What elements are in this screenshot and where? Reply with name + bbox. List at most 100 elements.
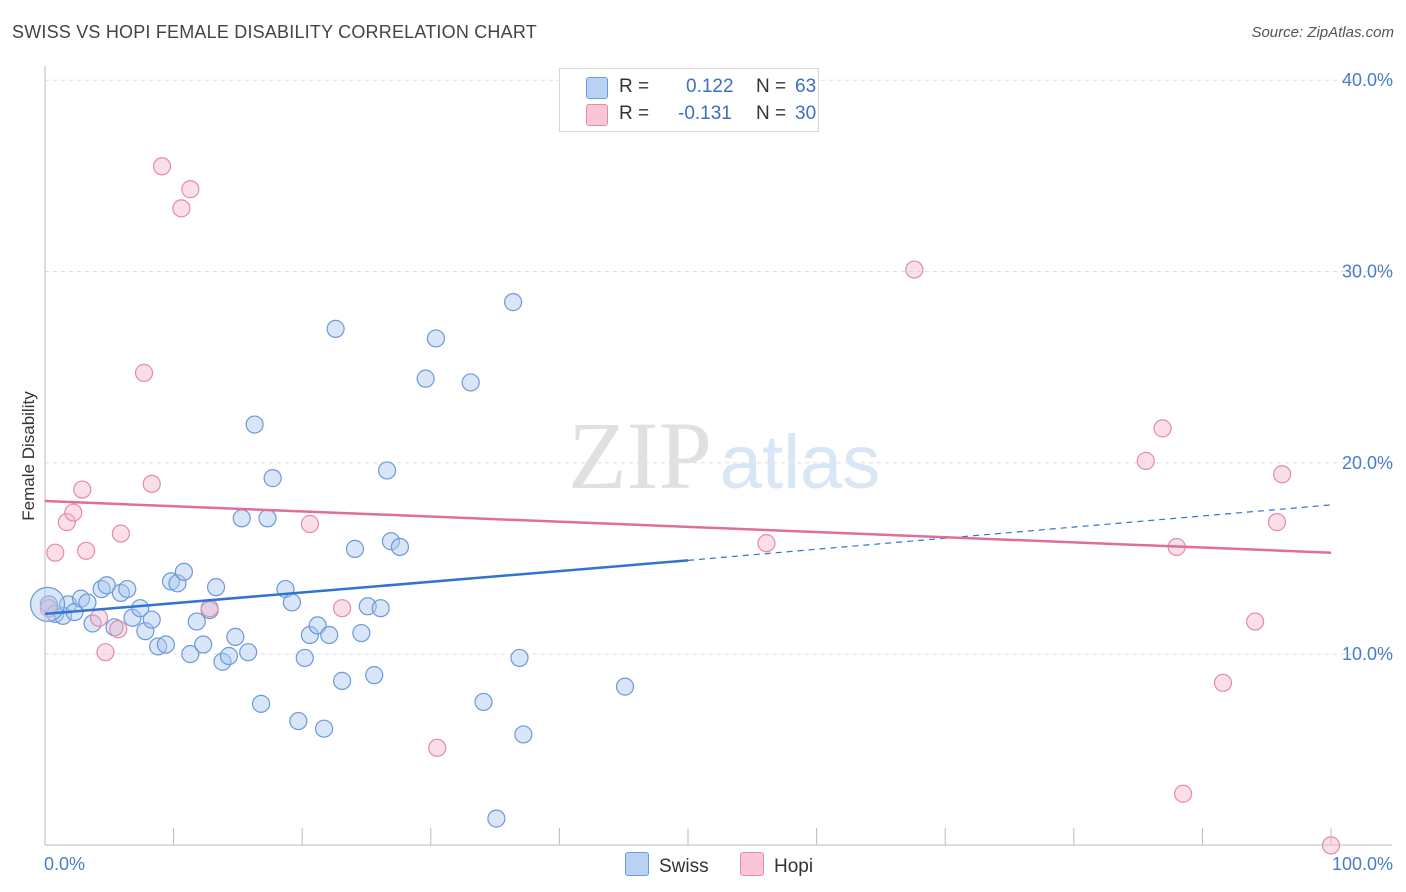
hopi-point	[96, 643, 115, 662]
hopi-swatch	[740, 852, 764, 876]
swiss-point	[142, 610, 161, 629]
trend-lines	[44, 499, 1332, 616]
data-points	[29, 157, 1341, 855]
swiss-point	[371, 599, 390, 618]
legend-n-value: 63	[795, 76, 817, 97]
legend-hopi-label: Hopi	[774, 856, 814, 877]
hopi-trend-line	[44, 499, 1332, 554]
legend-swatch-swiss	[586, 77, 608, 99]
hopi-point	[152, 157, 172, 176]
swiss-trend-line	[44, 559, 689, 616]
swiss-point	[390, 537, 410, 557]
hopi-point	[1153, 419, 1172, 438]
swiss-point-large	[29, 586, 66, 622]
swiss-point	[245, 415, 264, 434]
legend-r-label: R =	[619, 103, 655, 124]
hopi-point	[1246, 612, 1265, 631]
legend-n-value: 30	[795, 103, 817, 124]
swiss-point	[206, 578, 226, 597]
watermark: ZIP atlas	[568, 402, 880, 509]
swiss-point	[377, 461, 397, 480]
swiss-point	[131, 599, 150, 618]
swiss-point	[461, 373, 480, 392]
swiss-point	[416, 369, 435, 388]
hopi-point	[1267, 513, 1287, 532]
swiss-point	[258, 509, 277, 528]
hopi-point	[1136, 451, 1155, 470]
hopi-point	[111, 524, 130, 543]
legend-swatch-hopi	[586, 104, 608, 126]
chart-title: SWISS VS HOPI FEMALE DISABILITY CORRELAT…	[12, 22, 537, 42]
swiss-point	[365, 666, 384, 685]
swiss-swatch	[625, 852, 649, 876]
swiss-point	[181, 644, 200, 664]
hopi-point	[64, 503, 83, 522]
hopi-point	[89, 608, 109, 627]
source-label: Source: ZipAtlas.com	[1251, 24, 1394, 41]
hopi-point	[181, 180, 200, 199]
swiss-trend-extension	[687, 504, 1332, 561]
axes	[44, 66, 1392, 846]
hopi-point	[77, 541, 96, 560]
hopi-point	[428, 738, 447, 757]
swiss-point	[295, 648, 314, 668]
swiss-point	[352, 623, 371, 643]
y-tick-label: 10.0%	[1342, 644, 1393, 664]
legend-n-label: N =	[756, 103, 792, 124]
hopi-point	[1273, 465, 1292, 484]
hopi-point	[332, 599, 352, 618]
hopi-point	[73, 480, 92, 499]
hopi-point	[300, 514, 320, 534]
legend-item-hopi[interactable]: Hopi	[740, 852, 813, 878]
hopi-point	[200, 599, 219, 618]
x-tick-label: 0.0%	[44, 854, 85, 874]
swiss-point	[251, 694, 271, 713]
swiss-point	[97, 576, 116, 595]
swiss-point	[226, 627, 245, 646]
swiss-point	[174, 562, 193, 581]
watermark-zip: ZIP	[568, 402, 712, 509]
swiss-point	[314, 719, 334, 738]
legend-item-swiss[interactable]: Swiss	[625, 852, 709, 878]
swiss-point	[123, 608, 142, 627]
stats-legend: R = 0.122 N = 63 R = -0.131 N = 30	[559, 68, 819, 132]
swiss-point	[487, 809, 506, 828]
hopi-point	[1321, 836, 1341, 855]
legend-r-label: R =	[619, 76, 655, 97]
swiss-point	[219, 646, 238, 666]
swiss-point	[332, 671, 352, 690]
swiss-point	[474, 692, 493, 712]
hopi-point	[172, 199, 191, 218]
swiss-point	[426, 329, 446, 348]
legend-r-value: -0.131	[678, 103, 732, 124]
swiss-point	[320, 625, 339, 645]
swiss-point	[187, 612, 206, 631]
tick-labels: 10.0% 20.0% 30.0% 40.0% 0.0% 100.0%	[44, 70, 1393, 874]
swiss-point	[300, 625, 320, 645]
hopi-point	[134, 363, 154, 382]
swiss-point	[239, 643, 258, 662]
hopi-point	[109, 620, 128, 639]
swiss-point	[136, 622, 155, 641]
x-tick-label: 100.0%	[1332, 854, 1393, 874]
hopi-point	[757, 534, 776, 553]
y-tick-label: 40.0%	[1342, 70, 1393, 90]
hopi-point	[142, 474, 161, 493]
watermark-atlas: atlas	[720, 420, 881, 505]
swiss-point	[326, 319, 345, 338]
legend-n-label: N =	[756, 76, 792, 97]
hopi-point	[1174, 784, 1193, 803]
swiss-point	[161, 572, 181, 591]
hopi-point	[46, 543, 65, 562]
hopi-point	[905, 260, 924, 279]
swiss-point	[510, 648, 529, 668]
swiss-point	[263, 469, 282, 488]
y-tick-label: 30.0%	[1342, 262, 1393, 282]
grid-lines	[45, 79, 1392, 655]
swiss-point	[282, 593, 302, 612]
swiss-point	[78, 593, 97, 612]
hopi-point	[1213, 673, 1233, 692]
y-tick-label: 20.0%	[1342, 453, 1393, 473]
hopi-point	[57, 513, 76, 532]
